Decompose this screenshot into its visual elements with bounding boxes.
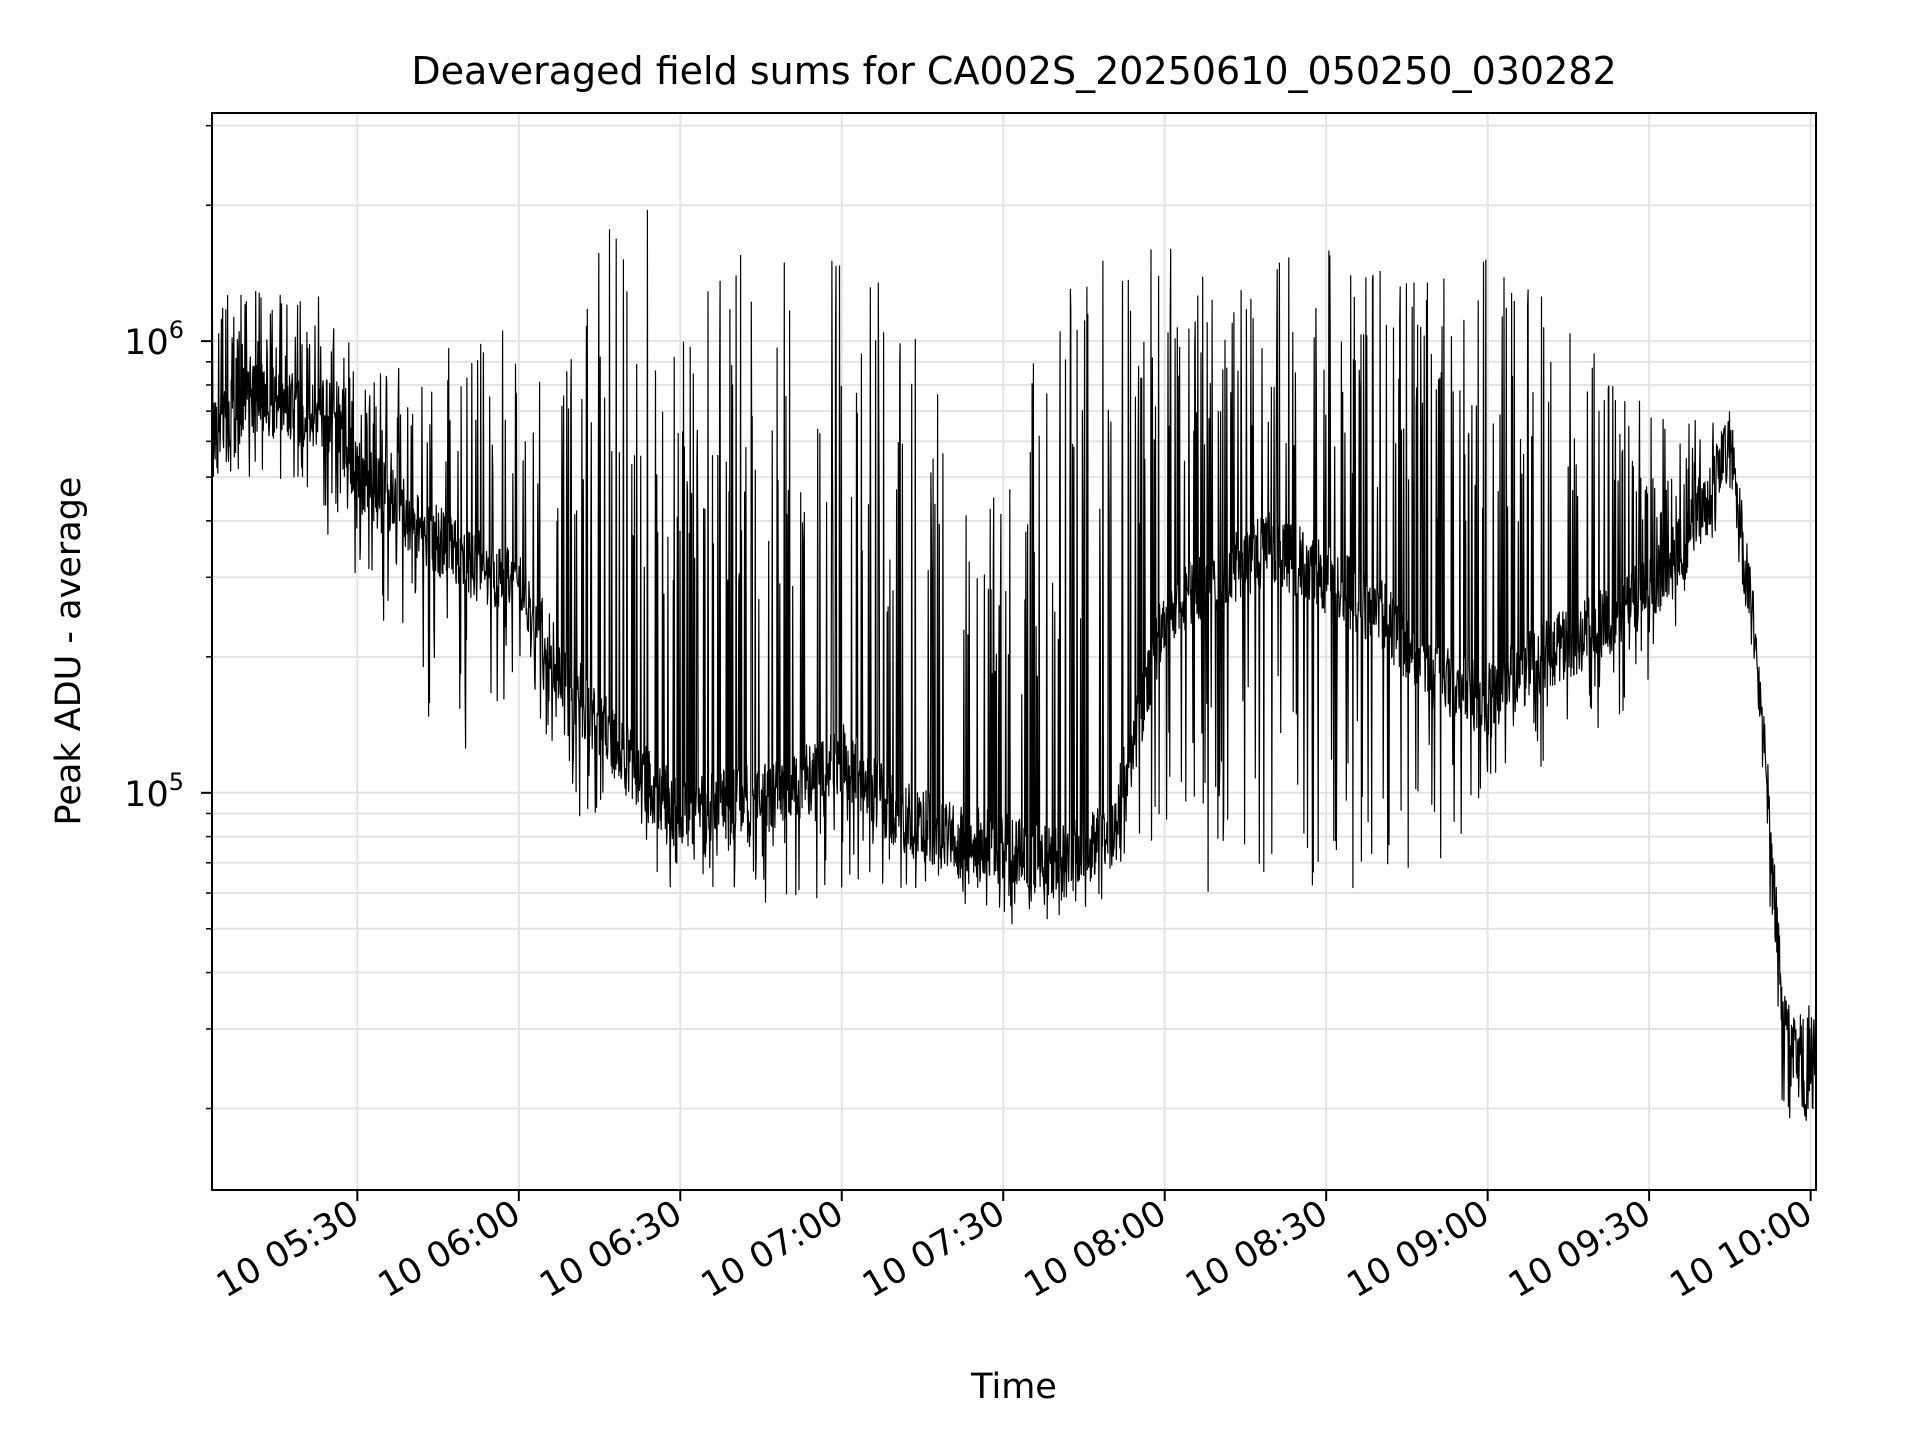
y-tick-label: 105	[124, 768, 184, 815]
plot-frame	[211, 112, 1817, 1191]
y-axis: 105 106	[124, 124, 212, 1110]
y-axis-label: Peak ADU - average	[49, 477, 89, 826]
x-axis-label: Time	[970, 1367, 1057, 1407]
chart-title: Deaveraged field sums for CA002S_2025061…	[411, 49, 1616, 93]
y-tick-label: 106	[124, 316, 184, 363]
series-line	[211, 209, 1817, 1121]
series-path	[211, 209, 1817, 1121]
